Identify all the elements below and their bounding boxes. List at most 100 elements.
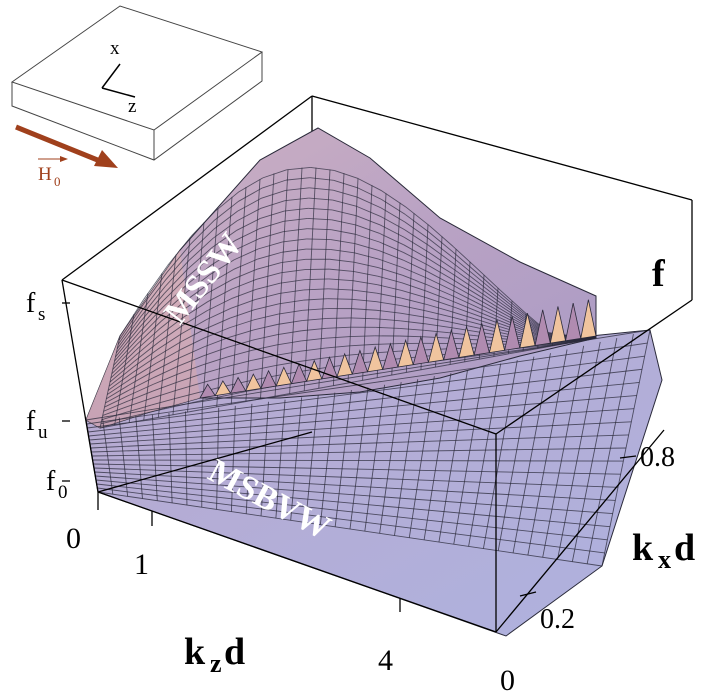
mesh-line: [278, 299, 304, 305]
mesh-line: [90, 421, 632, 449]
ridge-tooth: [214, 380, 232, 397]
mesh-line: [235, 228, 260, 241]
mesh-line: [97, 491, 603, 567]
mesh-line: [496, 349, 522, 354]
mesh-line: [354, 252, 379, 260]
mesh-line: [352, 289, 377, 294]
mesh-line: [451, 283, 476, 299]
mesh-line: [308, 197, 333, 201]
ridge-tooth: [290, 362, 308, 385]
mesh-line: [571, 337, 597, 343]
axis-titles: f k x d k z d: [184, 253, 695, 678]
mesh-line: [88, 381, 640, 437]
mesh-line: [252, 334, 278, 341]
mesh-line: [167, 235, 192, 266]
mesh-line: [143, 265, 168, 300]
mesh-line: [166, 243, 191, 273]
mesh-line: [571, 337, 618, 562]
mesh-line: [151, 414, 158, 501]
ridge-tooth: [275, 366, 292, 387]
mesh-line: [378, 250, 404, 261]
mesh-line: [452, 251, 478, 273]
ridge-tooth: [199, 383, 216, 399]
mesh-line: [353, 261, 379, 269]
mesh-line: [174, 409, 200, 415]
mesh-line: [284, 207, 309, 212]
ridge-tooth: [443, 328, 460, 361]
mesh-line: [106, 383, 132, 400]
mesh-line: [227, 349, 253, 358]
mesh-line: [262, 179, 287, 189]
mesh-line: [228, 329, 254, 338]
kx-tick-02: 0.2: [540, 604, 575, 635]
kx-axis-title-sub: x: [658, 545, 671, 574]
kz-axis-title-sub: z: [210, 649, 222, 678]
mesh-line: [256, 262, 282, 270]
mesh-line: [375, 318, 401, 322]
mesh-line: [542, 345, 585, 558]
mesh-line: [214, 191, 240, 212]
mesh-line: [175, 400, 201, 407]
mesh-line: [127, 397, 153, 407]
mesh-line: [347, 378, 373, 384]
mesh-line: [275, 399, 286, 519]
field-label: H: [38, 164, 52, 185]
mesh-line: [109, 361, 135, 383]
mesh-line: [357, 187, 382, 200]
mesh-line: [379, 381, 402, 534]
field-arrow-head: [94, 150, 118, 168]
mesh-line: [447, 360, 473, 366]
mesh-line: [400, 305, 426, 312]
ridge-tooth: [549, 306, 567, 344]
mesh-line: [499, 299, 525, 318]
mesh-line: [376, 292, 402, 299]
mesh-line: [453, 366, 485, 545]
mesh-line: [301, 337, 326, 342]
mesh-line: [521, 345, 547, 351]
mesh-line: [99, 423, 125, 429]
mesh-line: [401, 297, 426, 305]
kx-axis-title-k: k: [632, 527, 654, 569]
mesh-line: [277, 320, 303, 325]
mesh-line: [426, 284, 451, 296]
mesh-line: [381, 198, 406, 215]
mesh-line: [285, 177, 310, 181]
mesh-line: [114, 332, 139, 362]
mesh-line: [473, 322, 499, 330]
mesh-line: [103, 400, 129, 412]
mesh-line: [399, 327, 425, 331]
mesh-line: [352, 298, 377, 303]
mesh-line: [334, 170, 359, 179]
mesh-line: [245, 403, 253, 514]
box-front-frame: [61, 279, 693, 633]
mesh-line: [425, 310, 450, 317]
ridge-tooth: [427, 332, 445, 363]
mesh-line: [302, 317, 327, 321]
mesh-line: [223, 400, 249, 406]
mesh-line: [372, 373, 398, 379]
ridge-tooth: [580, 299, 597, 339]
mesh-line: [259, 220, 284, 230]
mesh-line: [101, 411, 127, 421]
mesh-line: [184, 292, 209, 310]
mesh-line: [229, 309, 255, 319]
mesh-line: [207, 288, 233, 302]
mesh-line: [429, 225, 454, 247]
mesh-line: [328, 288, 353, 291]
mesh-line: [468, 363, 502, 547]
mesh-line: [151, 389, 177, 399]
mesh-line: [175, 391, 201, 399]
mesh-line: [128, 390, 154, 402]
mesh-line: [476, 268, 502, 291]
mesh-line: [165, 251, 191, 280]
kx-axis-tick-labels: 0.8 0.2 0: [500, 442, 675, 694]
sample-box-top: [10, 5, 264, 131]
mesh-line: [327, 298, 353, 300]
mesh-line: [189, 228, 215, 253]
mesh-line: [93, 463, 621, 475]
ridge-tooth: [229, 376, 247, 394]
kz-axis-tick-labels: 0 1 4: [66, 522, 393, 677]
mesh-line: [186, 265, 212, 286]
mesh-line: [351, 317, 376, 320]
mesh-line: [285, 187, 310, 191]
